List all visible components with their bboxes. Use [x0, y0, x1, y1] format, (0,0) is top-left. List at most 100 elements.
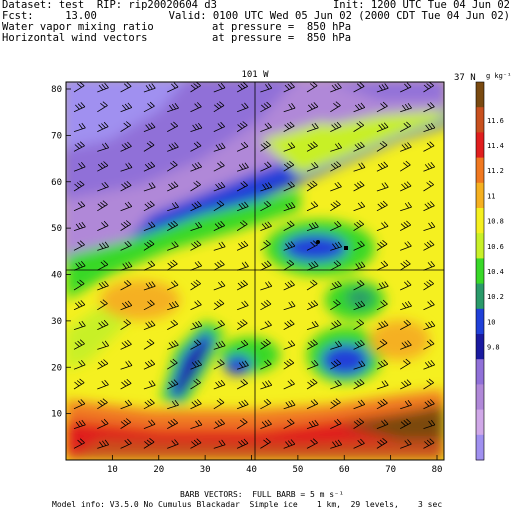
wind-barb	[260, 380, 273, 390]
wind-barb	[120, 220, 132, 231]
wind-barb	[167, 142, 179, 152]
wind-barb	[167, 181, 179, 192]
wind-barb	[213, 398, 225, 410]
wind-barb	[283, 301, 296, 311]
wind-barb	[260, 437, 271, 449]
wind-barb	[423, 320, 436, 330]
wind-barb	[73, 360, 86, 370]
wind-barb	[330, 359, 342, 370]
x-tick-label: 40	[246, 465, 257, 475]
wind-barb	[283, 82, 295, 93]
wind-barb	[143, 320, 156, 330]
wind-barb	[120, 181, 132, 192]
wind-barb	[376, 338, 388, 350]
wind-barb	[213, 101, 225, 113]
wind-barb	[143, 359, 156, 370]
colorbar-swatch	[476, 334, 484, 360]
wind-barb	[306, 180, 318, 192]
wind-barb	[97, 260, 109, 271]
wind-barb	[73, 240, 85, 251]
wind-barb	[376, 161, 389, 172]
y-tick-label: 40	[51, 271, 62, 281]
axis-ticks	[66, 88, 438, 460]
wind-barb	[236, 141, 249, 152]
colorbar-label: 9.8	[487, 344, 500, 352]
wind-barb	[97, 418, 109, 429]
wind-barb	[423, 279, 434, 291]
x-tick-label: 80	[432, 465, 443, 475]
forecast-hour: Fcst: 13.00	[2, 10, 97, 22]
wind-barb	[236, 360, 249, 370]
wind-barb	[236, 261, 249, 271]
wind-barb	[120, 102, 133, 113]
colorbar-label: 11.4	[487, 142, 504, 150]
wind-barb	[167, 202, 179, 212]
wind-barb	[400, 103, 412, 113]
wind-barb	[353, 201, 366, 212]
wind-barb	[283, 202, 296, 212]
wind-barb	[97, 241, 110, 251]
y-tick-label: 10	[51, 410, 62, 420]
y-tick-label: 60	[51, 178, 62, 188]
wind-barb	[97, 121, 109, 132]
wind-barb	[236, 339, 249, 350]
wind-barb	[283, 121, 295, 132]
wind-barb	[213, 161, 225, 172]
wind-barb	[260, 101, 272, 113]
colorbar-label: 11.6	[487, 117, 504, 125]
wind-barb	[213, 260, 225, 271]
wind-barb	[306, 162, 319, 172]
wind-barb	[73, 419, 86, 429]
wind-barb	[283, 400, 296, 410]
wind-barb	[353, 418, 365, 429]
wind-barb	[283, 379, 295, 390]
wind-barb	[120, 82, 132, 93]
wind-barb	[283, 259, 295, 271]
y-tick-label: 20	[51, 363, 62, 373]
wind-barb	[260, 140, 271, 152]
wind-barb	[260, 359, 272, 370]
wind-barb	[167, 103, 179, 113]
wind-barb	[400, 400, 412, 410]
wind-barb	[306, 360, 319, 370]
wind-barb	[143, 239, 155, 251]
wind-barb	[353, 121, 365, 132]
wind-barb	[190, 279, 201, 291]
wind-barb	[190, 240, 202, 251]
wind-barb	[190, 339, 202, 350]
wind-barb	[400, 439, 412, 449]
wind-barb	[353, 280, 365, 291]
wind-barb	[73, 180, 85, 192]
colorbar-swatch	[476, 82, 484, 108]
wind-barb	[306, 378, 318, 390]
wind-barb	[143, 221, 156, 231]
init-time: Init: 1200 UTC Tue 04 Jun 02	[332, 0, 510, 11]
wind-barb	[423, 201, 435, 212]
wind-barb	[167, 418, 179, 429]
wind-barb	[167, 400, 179, 410]
wind-barb	[120, 141, 132, 152]
wind-barb	[260, 161, 272, 172]
wind-barb	[236, 280, 248, 291]
parallel-label: 37 N	[454, 73, 476, 83]
wind-barb	[330, 142, 343, 152]
wind-barb	[353, 181, 365, 192]
wind-barb	[260, 221, 272, 231]
wind-barb	[283, 358, 295, 370]
wind-barb	[143, 398, 155, 410]
wind-barb	[306, 261, 319, 271]
wind-barb	[353, 360, 366, 370]
wind-barb	[400, 82, 412, 93]
wind-barb	[400, 241, 412, 251]
wind-barb	[376, 83, 389, 93]
wind-barb	[423, 360, 436, 370]
wind-barb	[213, 241, 226, 251]
wind-barb	[73, 438, 85, 449]
wind-barb	[260, 239, 271, 251]
wind-barb	[260, 338, 271, 350]
wind-barb	[120, 379, 132, 390]
wind-barb	[400, 340, 412, 350]
wind-barb	[190, 261, 203, 271]
wind-barb	[213, 121, 225, 132]
wind-barb	[120, 418, 132, 429]
